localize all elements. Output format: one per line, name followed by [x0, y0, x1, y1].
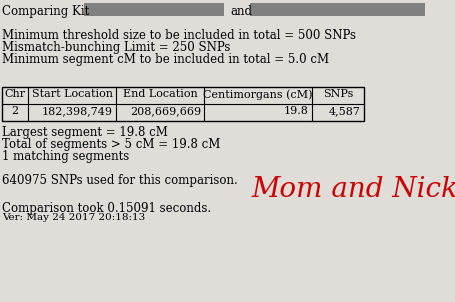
Text: Minimum segment cM to be included in total = 5.0 cM: Minimum segment cM to be included in tot…: [2, 53, 329, 66]
Text: 208,669,669: 208,669,669: [130, 106, 201, 116]
Text: 640975 SNPs used for this comparison.: 640975 SNPs used for this comparison.: [2, 174, 238, 187]
Text: Ver: May 24 2017 20:18:13: Ver: May 24 2017 20:18:13: [2, 213, 145, 222]
Text: 2: 2: [11, 106, 19, 116]
Text: Total of segments > 5 cM = 19.8 cM: Total of segments > 5 cM = 19.8 cM: [2, 138, 220, 151]
Bar: [250, 3, 425, 16]
Text: Centimorgans (cM): Centimorgans (cM): [203, 89, 313, 100]
Bar: [84, 3, 224, 16]
Text: 1 matching segments: 1 matching segments: [2, 150, 129, 163]
Text: Comparing Kit: Comparing Kit: [2, 5, 89, 18]
Text: 182,398,749: 182,398,749: [42, 106, 113, 116]
Text: Comparison took 0.15091 seconds.: Comparison took 0.15091 seconds.: [2, 202, 211, 215]
Text: End Location: End Location: [123, 89, 197, 99]
Text: Minimum threshold size to be included in total = 500 SNPs: Minimum threshold size to be included in…: [2, 29, 356, 42]
Text: Start Location: Start Location: [31, 89, 112, 99]
Text: Largest segment = 19.8 cM: Largest segment = 19.8 cM: [2, 126, 168, 139]
Text: Mismatch-bunching Limit = 250 SNPs: Mismatch-bunching Limit = 250 SNPs: [2, 41, 230, 54]
Text: SNPs: SNPs: [323, 89, 353, 99]
Bar: [2, 87, 364, 121]
Text: 19.8: 19.8: [284, 106, 309, 116]
Text: Mom and Nick: Mom and Nick: [252, 176, 455, 203]
Text: 4,587: 4,587: [329, 106, 361, 116]
Text: and: and: [230, 5, 252, 18]
Text: Chr: Chr: [5, 89, 25, 99]
